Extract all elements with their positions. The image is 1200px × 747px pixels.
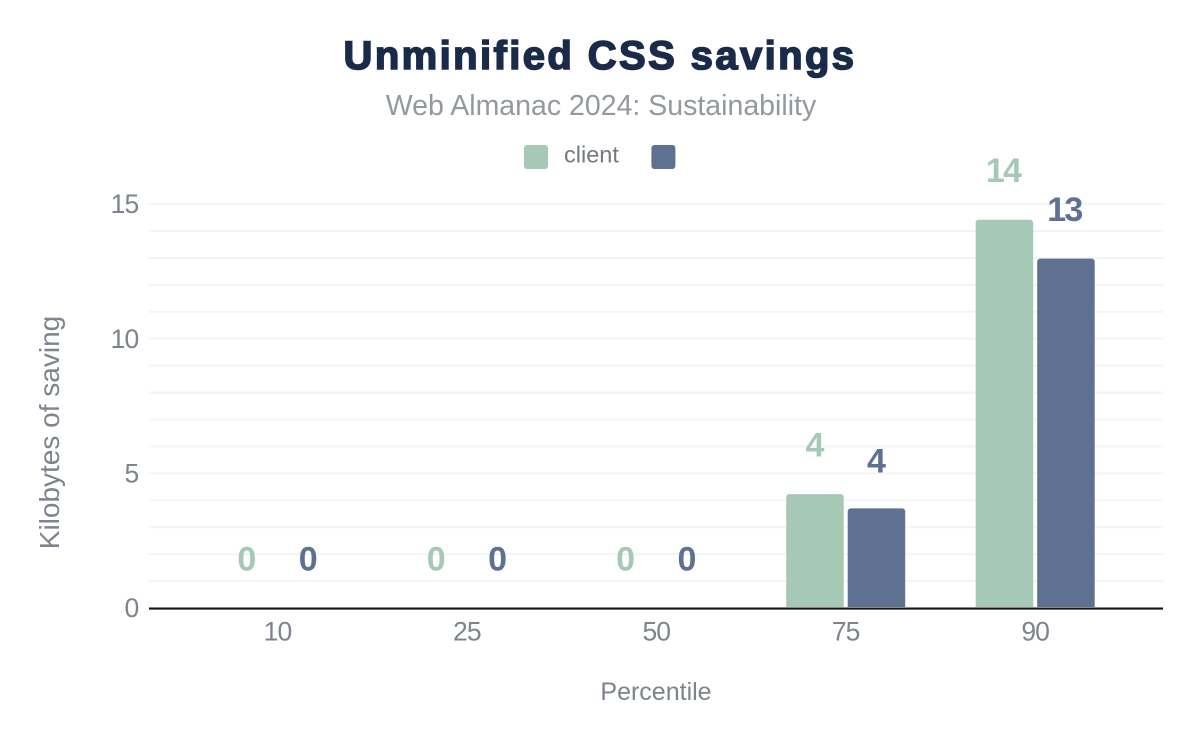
- svg-text:10: 10: [264, 617, 292, 647]
- svg-text:0: 0: [488, 541, 506, 579]
- svg-text:Percentile: Percentile: [600, 678, 711, 706]
- svg-text:Unminified CSS savings: Unminified CSS savings: [344, 34, 857, 78]
- svg-text:Kilobytes of saving: Kilobytes of saving: [34, 316, 65, 549]
- svg-text:50: 50: [642, 617, 670, 647]
- svg-text:client: client: [564, 141, 619, 167]
- svg-text:15: 15: [111, 189, 139, 219]
- svg-text:0: 0: [427, 541, 445, 579]
- svg-text:4: 4: [806, 427, 825, 465]
- svg-text:0: 0: [299, 541, 317, 579]
- svg-text:14: 14: [986, 152, 1022, 190]
- svg-text:Web Almanac 2024: Sustainabili: Web Almanac 2024: Sustainability: [386, 90, 817, 122]
- svg-text:25: 25: [453, 617, 481, 647]
- svg-text:0: 0: [124, 593, 138, 623]
- svg-text:4: 4: [867, 442, 886, 480]
- svg-text:0: 0: [616, 541, 634, 579]
- svg-text:0: 0: [237, 541, 255, 579]
- svg-text:75: 75: [832, 617, 860, 647]
- svg-text:5: 5: [124, 459, 138, 489]
- svg-text:90: 90: [1021, 617, 1049, 647]
- svg-text:13: 13: [1047, 191, 1082, 229]
- svg-text:10: 10: [111, 324, 139, 354]
- svg-text:0: 0: [678, 541, 696, 579]
